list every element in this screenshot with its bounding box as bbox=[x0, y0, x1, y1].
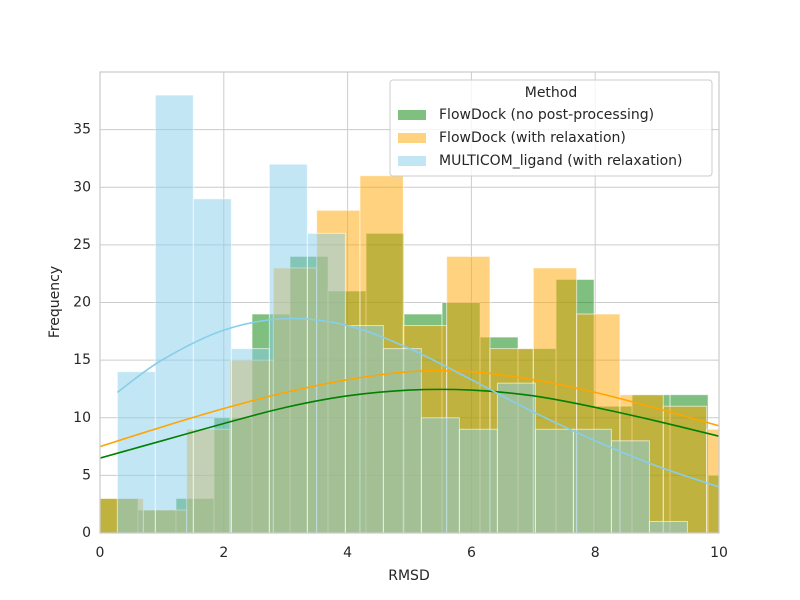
legend-label: FlowDock (with relaxation) bbox=[439, 130, 626, 146]
x-tick-label: 10 bbox=[710, 545, 728, 561]
kde-lines bbox=[100, 317, 719, 488]
y-axis-label: Frequency bbox=[47, 266, 63, 338]
x-tick-label: 4 bbox=[343, 545, 352, 561]
kde-line bbox=[100, 369, 719, 448]
bar bbox=[382, 348, 422, 533]
y-tick-label: 10 bbox=[73, 410, 91, 426]
legend-label: FlowDock (no post-processing) bbox=[439, 107, 654, 123]
x-tick-label: 0 bbox=[96, 545, 105, 561]
bar bbox=[116, 371, 156, 533]
bar bbox=[610, 440, 650, 533]
legend-title: Method bbox=[525, 85, 578, 101]
bar bbox=[192, 198, 232, 533]
legend-swatch bbox=[398, 110, 426, 120]
y-tick-label: 0 bbox=[82, 525, 91, 541]
x-tick-label: 6 bbox=[467, 545, 476, 561]
y-tick-label: 25 bbox=[73, 237, 91, 253]
bar bbox=[534, 428, 574, 533]
bar bbox=[648, 520, 688, 533]
legend-box bbox=[389, 79, 713, 177]
ticks: 0 2 4 6 8 10 0 5 10 15 20 25 30 35 bbox=[73, 122, 728, 561]
bar bbox=[230, 348, 270, 533]
x-tick-label: 2 bbox=[219, 545, 228, 561]
bars bbox=[100, 94, 719, 533]
bar bbox=[496, 382, 536, 533]
bar bbox=[662, 405, 708, 533]
kde-line bbox=[100, 388, 719, 459]
y-tick-label: 35 bbox=[73, 122, 91, 138]
y-tick-label: 5 bbox=[82, 467, 91, 483]
bar bbox=[154, 94, 194, 533]
x-tick-label: 8 bbox=[591, 545, 600, 561]
y-tick-label: 20 bbox=[73, 295, 91, 311]
bar bbox=[572, 428, 612, 533]
bar bbox=[458, 428, 498, 533]
legend-label: MULTICOM_ligand (with relaxation) bbox=[439, 153, 683, 169]
plot-frame bbox=[99, 71, 720, 534]
y-tick-label: 15 bbox=[73, 352, 91, 368]
kde-line bbox=[116, 317, 719, 488]
bar bbox=[420, 417, 460, 533]
legend-swatch bbox=[398, 133, 426, 143]
legend: Method FlowDock (no post-processing) Flow… bbox=[389, 79, 713, 177]
y-tick-label: 30 bbox=[73, 179, 91, 195]
x-axis-label: RMSD bbox=[388, 568, 429, 584]
bar bbox=[344, 325, 384, 533]
legend-swatch bbox=[398, 156, 426, 166]
bar bbox=[706, 428, 719, 533]
bar bbox=[268, 163, 308, 533]
